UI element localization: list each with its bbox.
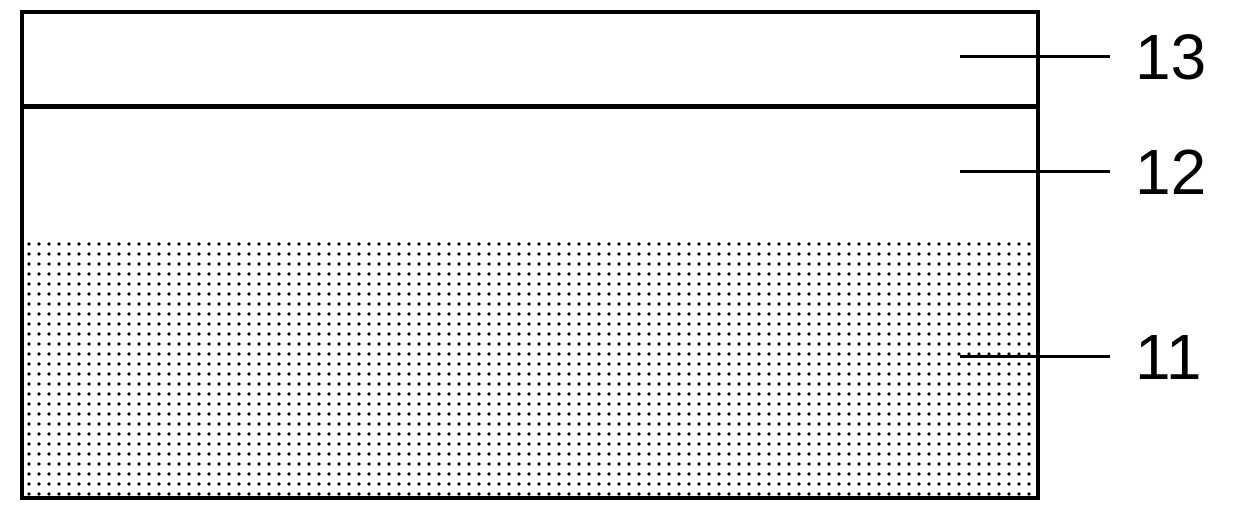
- layer-13: [24, 14, 1036, 109]
- layer-12: [24, 109, 1036, 239]
- leader-line-13: [960, 55, 1110, 58]
- label-12: 12: [1135, 135, 1206, 209]
- layer-11: [24, 239, 1036, 496]
- label-13: 13: [1135, 20, 1206, 94]
- leader-line-11: [960, 355, 1110, 358]
- label-11: 11: [1135, 320, 1201, 394]
- layer-stack: [20, 10, 1040, 500]
- leader-line-12: [960, 170, 1110, 173]
